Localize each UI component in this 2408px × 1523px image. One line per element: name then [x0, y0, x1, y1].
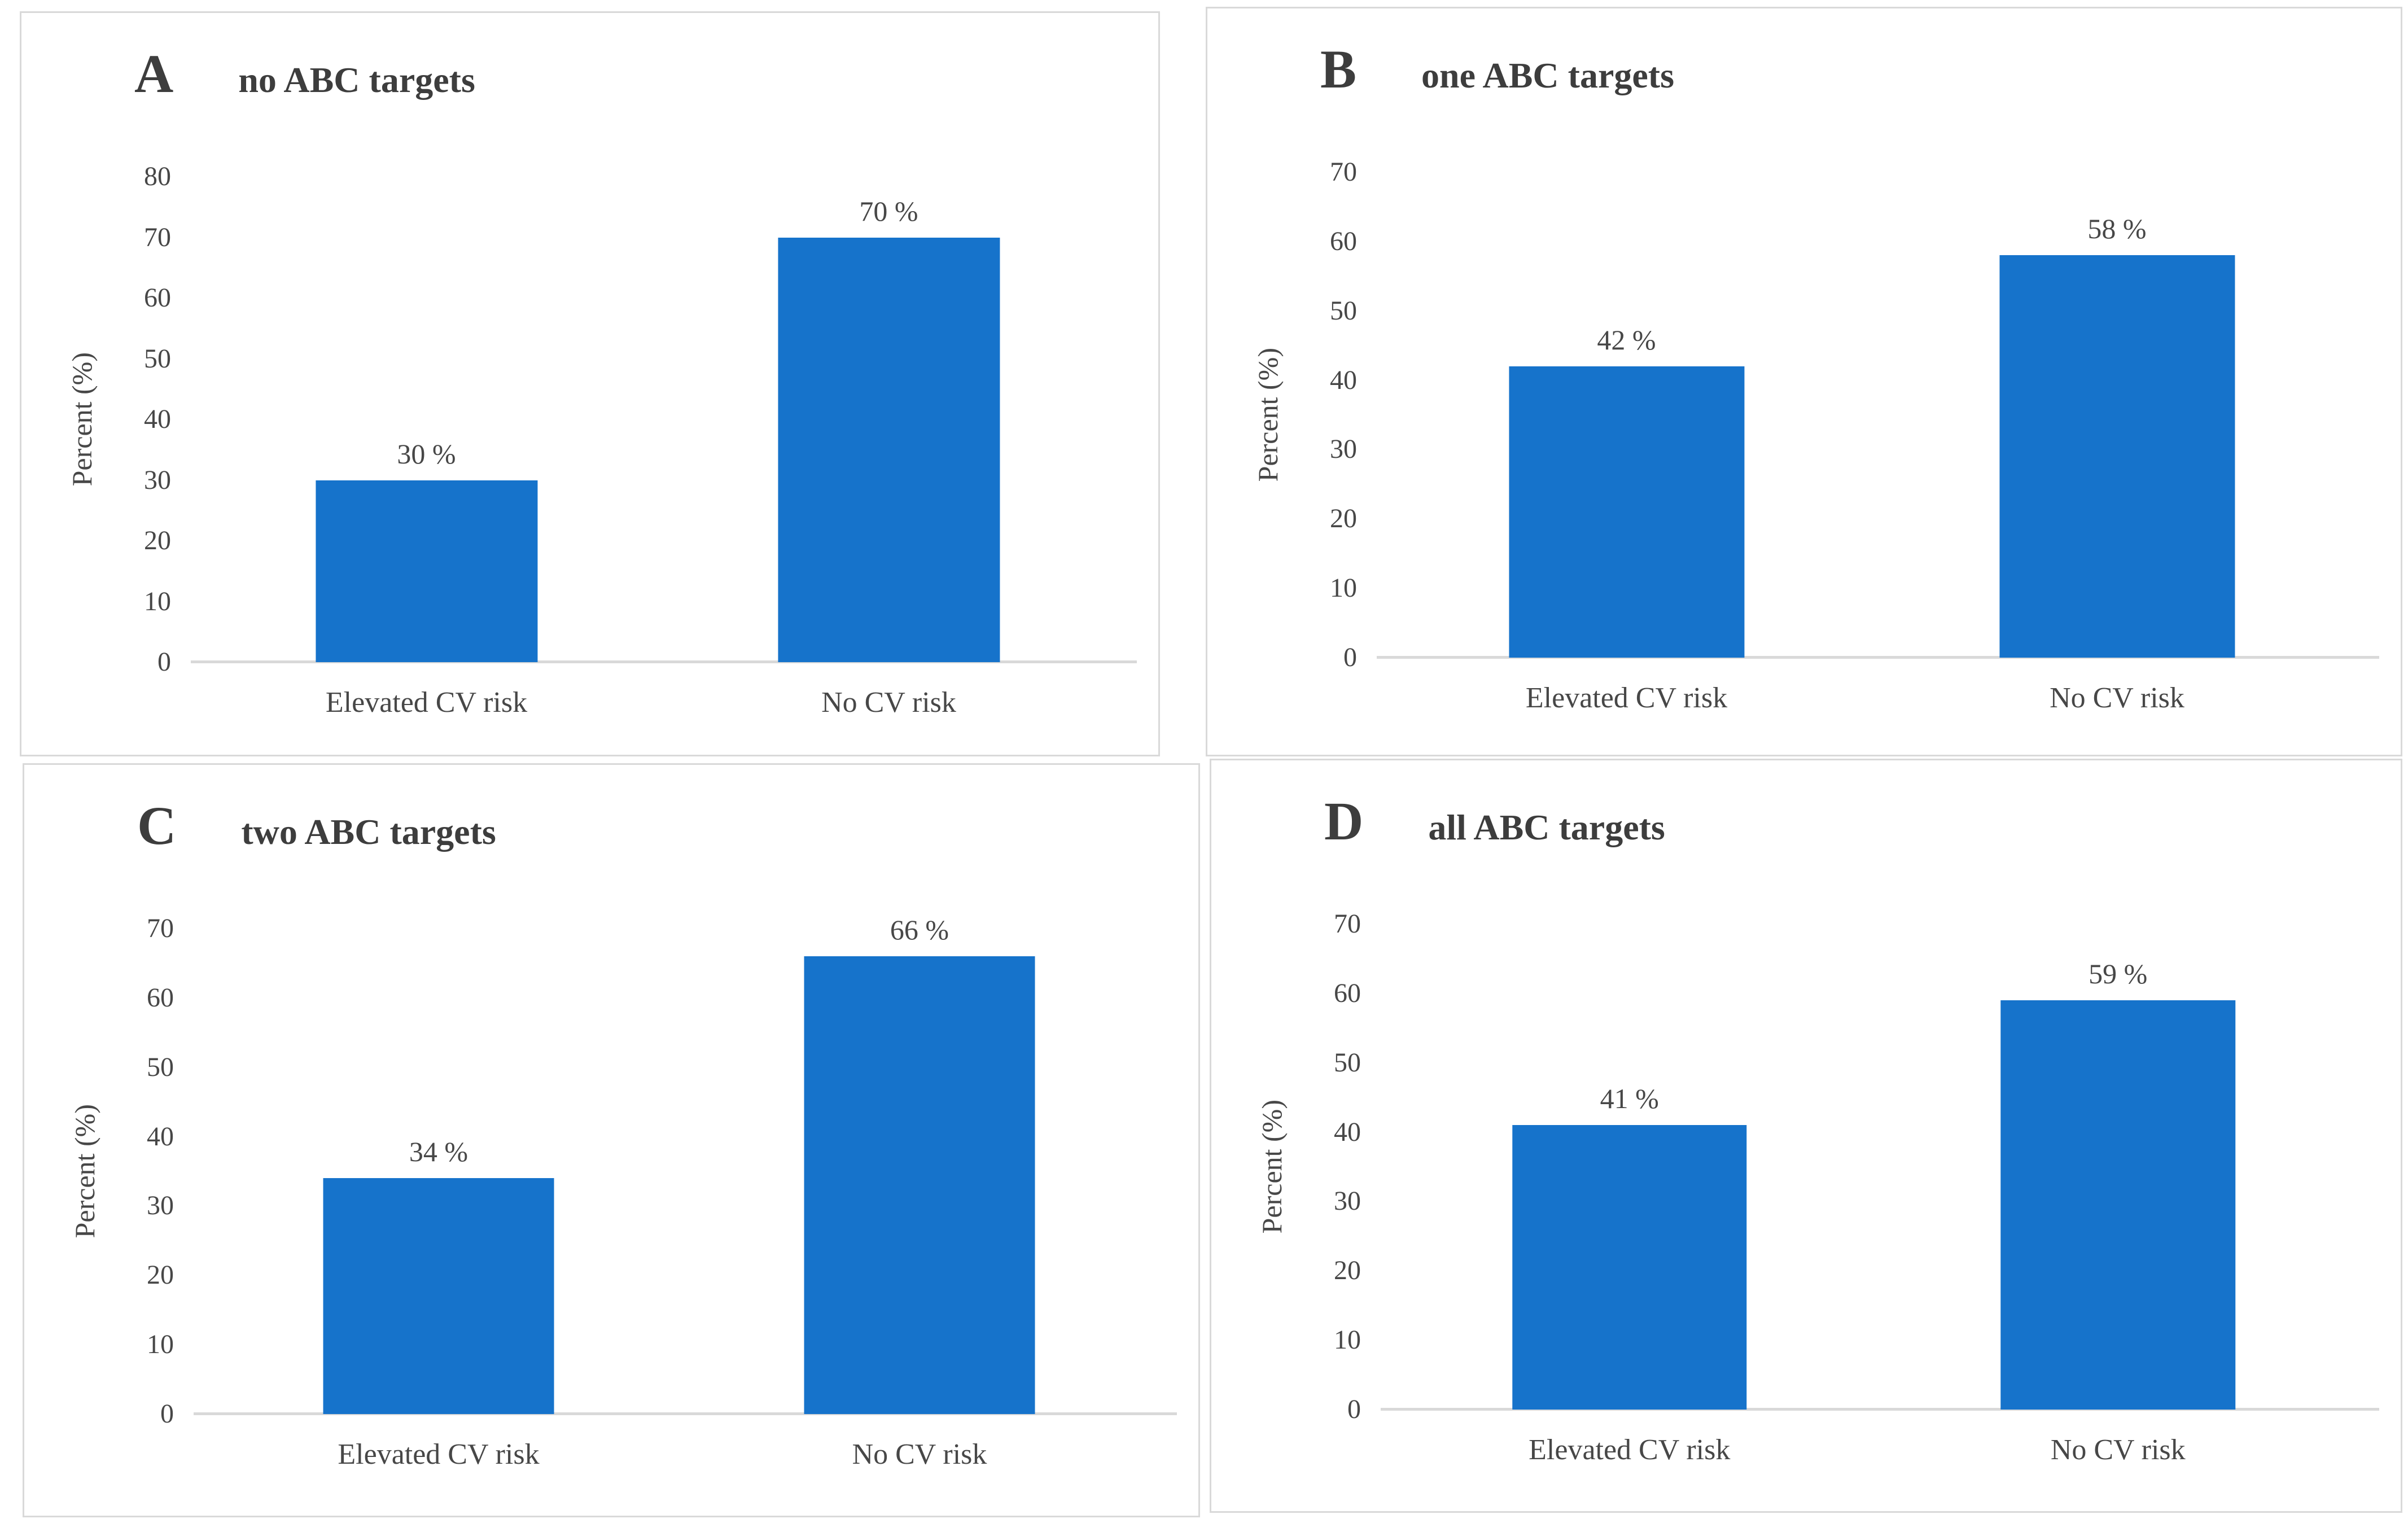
x-axis-line: [1377, 656, 2379, 659]
panel-heading: one ABC targets: [1421, 55, 1674, 95]
panel-heading: no ABC targets: [238, 60, 475, 100]
bar-elevated-cv-risk: [1512, 1125, 1747, 1410]
y-tick-label: 70: [1334, 909, 1361, 939]
panel-letter: C: [137, 795, 177, 856]
x-axis-line: [194, 1412, 1177, 1415]
x-category-label: Elevated CV risk: [1525, 682, 1728, 714]
x-axis-line: [191, 660, 1137, 663]
panel-letter: A: [134, 43, 174, 104]
x-category-label: No CV risk: [2050, 682, 2184, 714]
plot-area: 30 % Elevated CV risk 70 % No CV risk: [191, 177, 1137, 717]
y-tick-label: 10: [1334, 1325, 1361, 1355]
y-tick-label: 0: [157, 647, 171, 677]
bar-value-label: 41 %: [1600, 1083, 1659, 1115]
y-tick-label: 40: [147, 1121, 174, 1152]
panel-heading: all ABC targets: [1428, 807, 1665, 847]
y-tick-label: 30: [144, 465, 171, 495]
bar-value-label: 58 %: [2087, 213, 2147, 245]
y-tick-label: 30: [1334, 1186, 1361, 1216]
panel-letter: D: [1324, 791, 1364, 851]
y-axis-ticks: 70 60 50 40 30 20 10 0: [1230, 159, 1357, 671]
y-tick-label: 30: [1330, 434, 1357, 465]
y-tick-label: 60: [144, 283, 171, 313]
y-axis-ticks: 80 70 60 50 40 30 20 10 0: [44, 163, 171, 676]
x-axis-line: [1381, 1408, 2379, 1411]
bar-value-label: 30 %: [397, 437, 456, 470]
y-tick-label: 70: [147, 913, 174, 943]
bar-value-label: 34 %: [409, 1136, 469, 1168]
bar-elevated-cv-risk: [1508, 366, 1745, 658]
y-tick-label: 0: [1343, 642, 1357, 672]
y-tick-label: 70: [144, 222, 171, 252]
bar-value-label: 70 %: [859, 195, 918, 227]
y-tick-label: 0: [160, 1399, 174, 1429]
bar-no-cv-risk: [804, 956, 1035, 1414]
y-tick-label: 60: [1330, 226, 1357, 256]
y-axis-ticks: 70 60 50 40 30 20 10 0: [1234, 911, 1361, 1423]
y-tick-label: 20: [1334, 1255, 1361, 1286]
plot-area: 41 % Elevated CV risk 59 % No CV risk: [1381, 924, 2379, 1465]
chart-panel: A no ABC targets Percent (%) 80 70 60 50 40 3…: [20, 11, 1160, 756]
y-tick-label: 30: [147, 1191, 174, 1221]
x-category-label: Elevated CV risk: [1529, 1434, 1731, 1466]
bar-value-label: 66 %: [890, 914, 949, 946]
chart-panel: B one ABC targets Percent (%) 70 60 50 40 30…: [1206, 7, 2402, 756]
x-category-label: No CV risk: [852, 1438, 987, 1471]
y-tick-label: 40: [1330, 365, 1357, 395]
panel-letter: B: [1320, 39, 1357, 99]
y-tick-label: 80: [144, 161, 171, 191]
y-tick-label: 60: [1334, 978, 1361, 1008]
bar-no-cv-risk: [1999, 255, 2235, 658]
y-tick-label: 50: [1330, 295, 1357, 326]
panel-title-row: C two ABC targets: [137, 799, 496, 853]
x-category-label: No CV risk: [2050, 1434, 2186, 1466]
panel-heading: two ABC targets: [241, 812, 496, 852]
y-tick-label: 60: [147, 982, 174, 1013]
x-category-label: No CV risk: [821, 686, 956, 719]
y-tick-label: 0: [1347, 1394, 1361, 1424]
bar-no-cv-risk: [777, 237, 1000, 662]
y-axis-ticks: 70 60 50 40 30 20 10 0: [47, 915, 174, 1428]
y-tick-label: 50: [1334, 1047, 1361, 1078]
chart-panel: D all ABC targets Percent (%) 70 60 50 40 30…: [1210, 759, 2402, 1513]
x-category-label: Elevated CV risk: [338, 1438, 540, 1471]
y-tick-label: 10: [144, 586, 171, 616]
bar-elevated-cv-risk: [315, 480, 538, 662]
panel-title-row: B one ABC targets: [1320, 42, 1674, 97]
y-tick-label: 20: [144, 526, 171, 555]
y-tick-label: 10: [147, 1329, 174, 1360]
panel-title-row: A no ABC targets: [134, 47, 475, 101]
y-tick-label: 50: [144, 343, 171, 374]
chart-panel: C two ABC targets Percent (%) 70 60 50 40 30…: [23, 763, 1200, 1517]
y-tick-label: 40: [1334, 1117, 1361, 1147]
y-tick-label: 70: [1330, 157, 1357, 187]
bar-value-label: 59 %: [2089, 958, 2148, 990]
bar-no-cv-risk: [2000, 1000, 2235, 1410]
y-tick-label: 10: [1330, 573, 1357, 603]
plot-area: 34 % Elevated CV risk 66 % No CV risk: [194, 916, 1177, 1469]
panel-title-row: D all ABC targets: [1324, 794, 1665, 848]
y-tick-label: 50: [147, 1052, 174, 1082]
y-tick-label: 40: [144, 404, 171, 434]
y-tick-label: 20: [147, 1260, 174, 1290]
plot-area: 42 % Elevated CV risk 58 % No CV risk: [1377, 172, 2379, 713]
bar-elevated-cv-risk: [323, 1178, 554, 1414]
y-tick-label: 20: [1330, 504, 1357, 534]
x-category-label: Elevated CV risk: [325, 686, 528, 719]
bar-value-label: 42 %: [1597, 324, 1656, 356]
